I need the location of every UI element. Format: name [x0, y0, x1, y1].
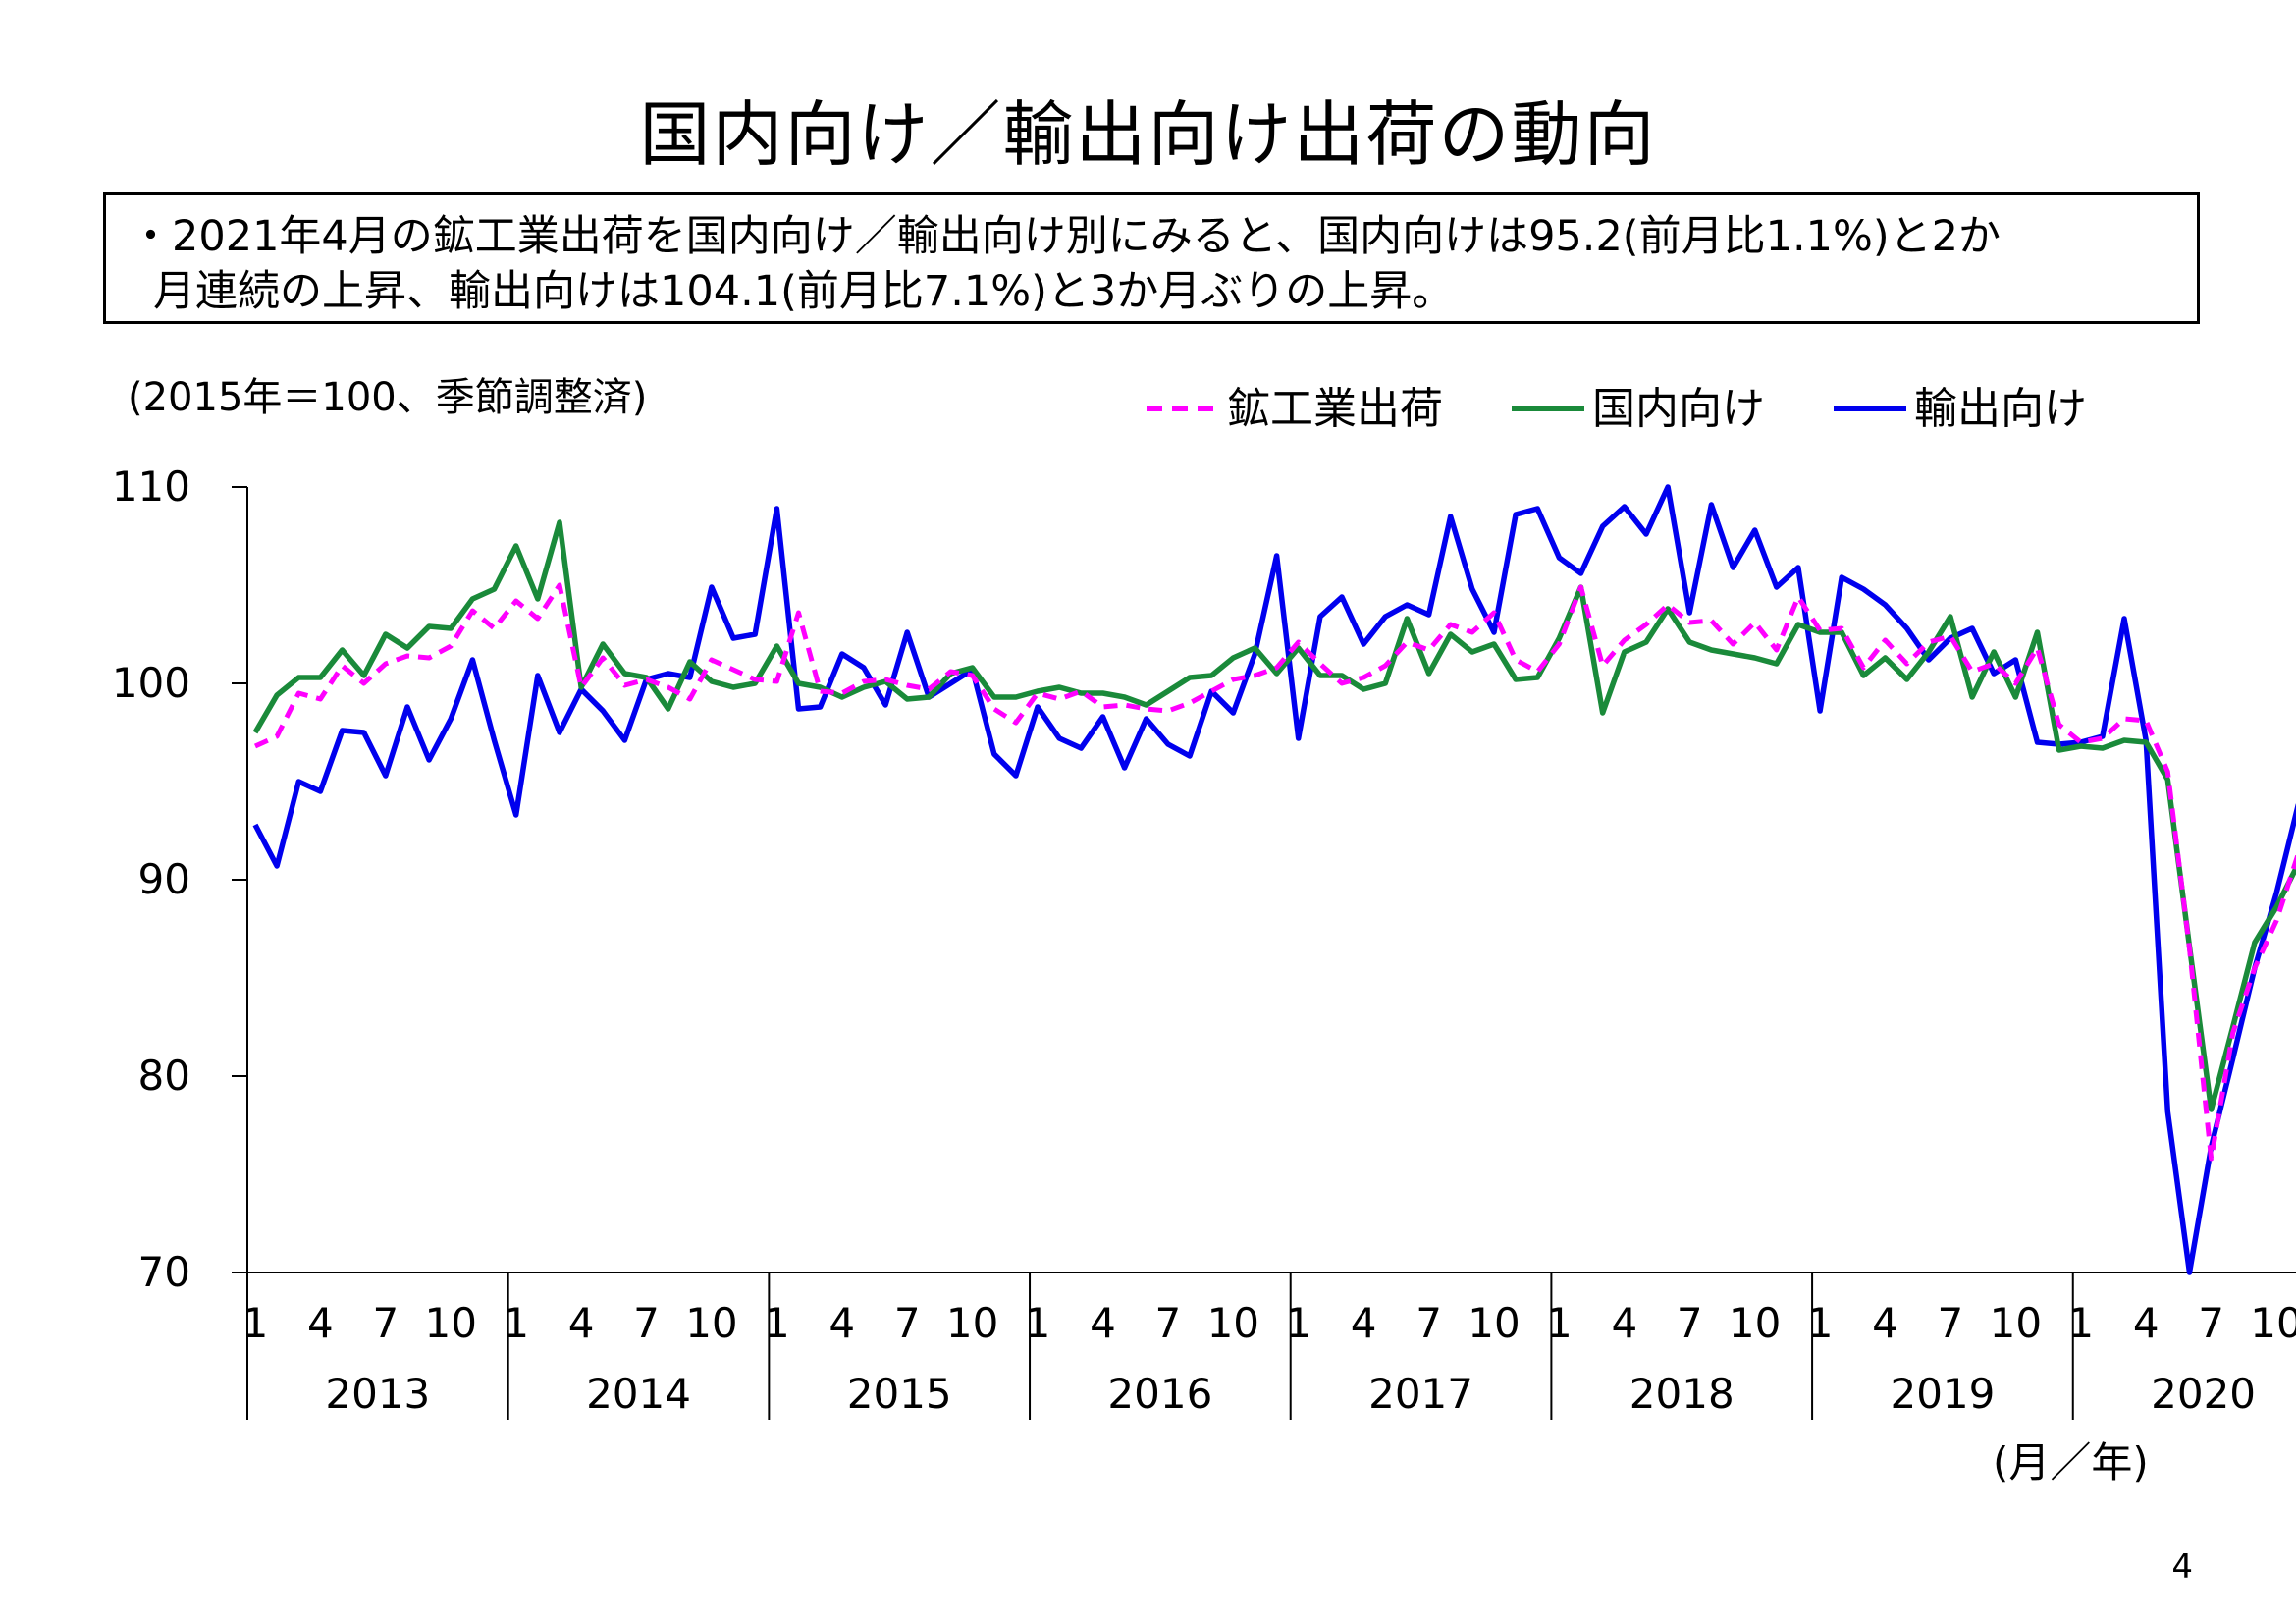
- x-month-label: 10: [1990, 1299, 2042, 1347]
- series-line-2: [252, 484, 2296, 1275]
- x-month-label: 1: [1546, 1299, 1573, 1347]
- y-tick-label: 80: [138, 1052, 190, 1100]
- legend: 鉱工業出荷 国内向け 輸出向け: [1147, 384, 2087, 434]
- x-year-label: 2017: [1368, 1370, 1473, 1418]
- summary-line-1: ・2021年4月の鉱工業出荷を国内向け／輸出向け別にみると、国内向けは95.2(…: [130, 212, 2001, 261]
- x-year-label: 2013: [325, 1370, 430, 1418]
- page-number: 4: [2171, 1547, 2193, 1587]
- x-year-label: 2014: [586, 1370, 691, 1418]
- series-group: [252, 484, 2296, 1275]
- x-month-label: 4: [1090, 1299, 1116, 1347]
- x-year-label: 2015: [847, 1370, 952, 1418]
- x-month-label: 4: [568, 1299, 595, 1347]
- x-month-label: 7: [1677, 1299, 1703, 1347]
- x-month-label: 10: [1729, 1299, 1781, 1347]
- x-month-label: 4: [1872, 1299, 1898, 1347]
- page-title: 国内向け／輸出向け出荷の動向: [639, 93, 1657, 176]
- x-month-label: 10: [946, 1299, 998, 1347]
- x-month-label: 4: [1351, 1299, 1377, 1347]
- y-tick-label: 110: [112, 462, 190, 511]
- y-tick-label: 70: [138, 1248, 190, 1296]
- x-month-label: 7: [1938, 1299, 1964, 1347]
- x-year-label: 2019: [1890, 1370, 1995, 1418]
- chart-note: (2015年＝100、季節調整済): [128, 375, 647, 420]
- x-month-label: 1: [1025, 1299, 1051, 1347]
- x-month-label: 1: [1807, 1299, 1834, 1347]
- x-year-label: 2020: [2151, 1370, 2256, 1418]
- x-month-label: 1: [1285, 1299, 1311, 1347]
- legend-label-export: 輸出向け: [1914, 384, 2087, 434]
- summary-box: ・2021年4月の鉱工業出荷を国内向け／輸出向け別にみると、国内向けは95.2(…: [103, 192, 2200, 324]
- x-month-label: 7: [372, 1299, 399, 1347]
- x-month-label: 7: [894, 1299, 921, 1347]
- x-month-label: 10: [1207, 1299, 1259, 1347]
- legend-label-industrial: 鉱工業出荷: [1227, 384, 1443, 434]
- x-month-label: 7: [633, 1299, 660, 1347]
- summary-line-2: 月連続の上昇、輸出向けは104.1(前月比7.1%)と3か月ぶりの上昇。: [153, 267, 1455, 316]
- x-month-label: 4: [828, 1299, 855, 1347]
- x-month-label: 4: [1611, 1299, 1637, 1347]
- x-month-label: 1: [2067, 1299, 2094, 1347]
- x-year-label: 2018: [1629, 1370, 1735, 1418]
- x-month-label: 4: [307, 1299, 334, 1347]
- legend-label-domestic: 国内向け: [1592, 384, 1765, 434]
- x-month-label: 10: [2250, 1299, 2296, 1347]
- x-month-label: 10: [425, 1299, 477, 1347]
- series-line-1: [252, 519, 2296, 1112]
- x-year-label: 2016: [1107, 1370, 1212, 1418]
- x-month-label: 7: [1415, 1299, 1442, 1347]
- x-month-label: 7: [1155, 1299, 1182, 1347]
- y-tick-label: 100: [112, 659, 190, 707]
- x-month-label: 1: [242, 1299, 269, 1347]
- x-month-label: 10: [685, 1299, 737, 1347]
- y-tick-label: 90: [138, 855, 190, 903]
- x-month-label: 7: [2198, 1299, 2224, 1347]
- x-month-label: 4: [2133, 1299, 2160, 1347]
- x-month-label: 1: [764, 1299, 790, 1347]
- x-month-label: 1: [503, 1299, 529, 1347]
- x-month-label: 10: [1468, 1299, 1520, 1347]
- x-axis-unit-label: (月／年): [1993, 1438, 2149, 1487]
